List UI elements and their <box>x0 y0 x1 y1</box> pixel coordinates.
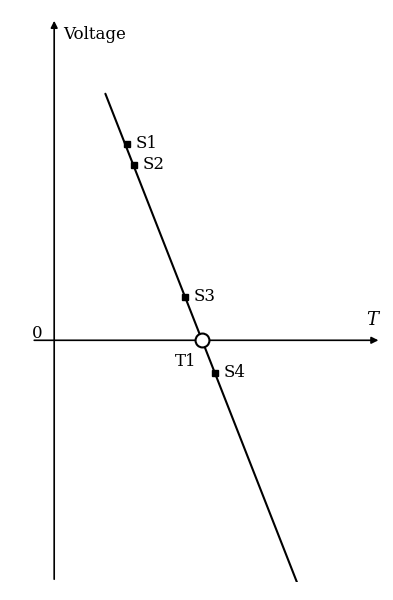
Text: Voltage: Voltage <box>63 26 126 43</box>
Text: S2: S2 <box>142 156 164 173</box>
Text: T1: T1 <box>175 353 196 370</box>
Text: T: T <box>366 311 378 329</box>
Text: S3: S3 <box>193 288 215 305</box>
Text: S4: S4 <box>223 364 245 381</box>
Text: 0: 0 <box>32 325 43 343</box>
Text: S1: S1 <box>135 135 157 152</box>
